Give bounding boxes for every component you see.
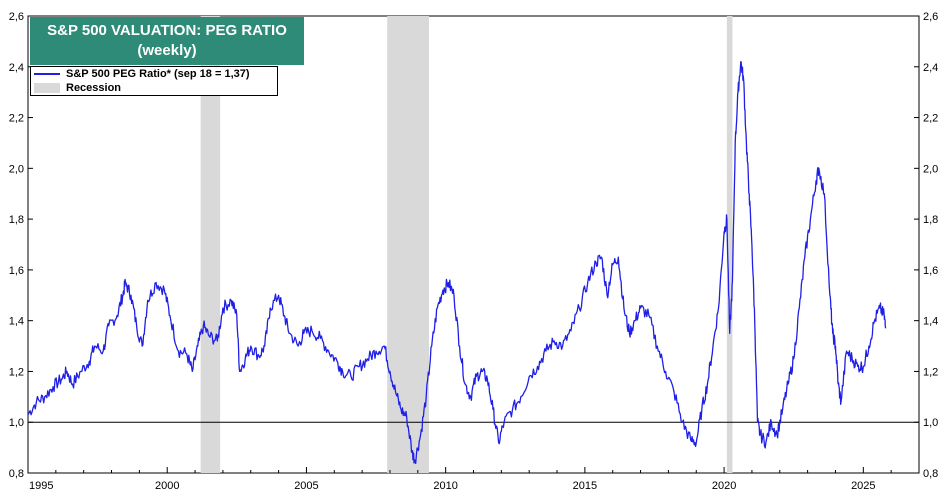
recession-band-1	[387, 16, 429, 473]
y-tick-label-right-6: 2,0	[923, 163, 938, 175]
x-tick-label-2000: 2000	[155, 480, 179, 492]
y-tick-label-right-4: 1,6	[923, 265, 938, 277]
recession-band-0	[200, 16, 221, 473]
y-tick-label-left-1: 1,0	[9, 417, 24, 429]
x-tick-label-2005: 2005	[294, 480, 318, 492]
y-tick-label-left-5: 1,8	[9, 214, 24, 226]
chart-legend: S&P 500 PEG Ratio* (sep 18 = 1,37) Reces…	[30, 66, 278, 96]
chart-title: S&P 500 VALUATION: PEG RATIO	[47, 22, 287, 39]
x-tick-label-2020: 2020	[712, 480, 736, 492]
y-tick-label-right-0: 0,8	[923, 468, 938, 480]
y-tick-label-right-9: 2,6	[923, 11, 938, 23]
y-tick-label-left-6: 2,0	[9, 163, 24, 175]
series-line-peg-ratio	[27, 61, 887, 465]
x-tick-label-1995: 1995	[29, 480, 53, 492]
y-tick-label-left-4: 1,6	[9, 265, 24, 277]
y-tick-label-left-7: 2,2	[9, 113, 24, 125]
y-tick-label-right-5: 1,8	[923, 214, 938, 226]
y-tick-label-left-9: 2,6	[9, 11, 24, 23]
legend-item-peg-ratio: S&P 500 PEG Ratio* (sep 18 = 1,37)	[31, 67, 277, 81]
y-tick-label-right-7: 2,2	[923, 113, 938, 125]
axis-ticks-group: 0,8 0,8 1,0 1,0 1,2 1,2 1,4 1,4 1,6 1,6 1,8 1,8 2,0 2…	[9, 11, 939, 492]
y-tick-label-right-2: 1,2	[923, 366, 938, 378]
legend-label-peg-ratio: S&P 500 PEG Ratio* (sep 18 = 1,37)	[66, 68, 250, 80]
y-tick-label-right-8: 2,4	[923, 62, 938, 74]
legend-swatch-line	[34, 73, 60, 75]
x-tick-label-2015: 2015	[573, 480, 597, 492]
legend-swatch-recession	[34, 83, 60, 93]
x-tick-label-2010: 2010	[433, 480, 457, 492]
y-tick-label-left-2: 1,2	[9, 366, 24, 378]
recession-band-2	[726, 16, 733, 473]
y-tick-label-left-3: 1,4	[9, 316, 24, 328]
recession-shading-group	[200, 16, 733, 473]
y-tick-label-left-0: 0,8	[9, 468, 24, 480]
y-tick-label-right-3: 1,4	[923, 316, 938, 328]
chart-subtitle: (weekly)	[137, 42, 197, 59]
chart-title-box: S&P 500 VALUATION: PEG RATIO (weekly)	[30, 17, 304, 65]
legend-label-recession: Recession	[66, 82, 122, 94]
legend-item-recession: Recession	[31, 81, 277, 95]
y-tick-label-right-1: 1,0	[923, 417, 938, 429]
y-tick-label-left-8: 2,4	[9, 62, 24, 74]
x-tick-label-2025: 2025	[851, 480, 875, 492]
